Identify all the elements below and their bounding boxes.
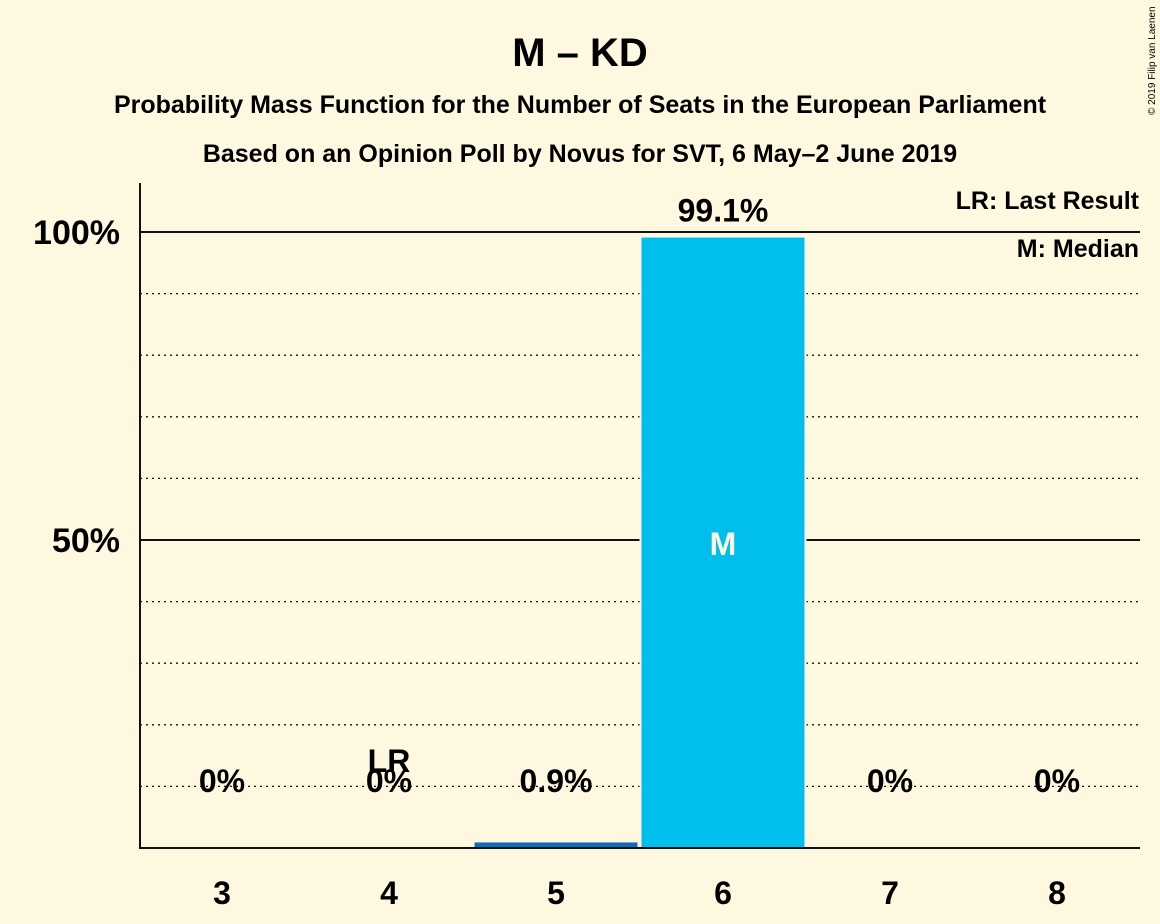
bar-5 — [474, 842, 638, 848]
chart-subtitle: Probability Mass Function for the Number… — [114, 91, 1047, 119]
x-tick-label: 7 — [881, 875, 899, 911]
bars-layer — [474, 235, 807, 848]
chart-title: M – KD — [512, 31, 648, 75]
last-result-marker: LR — [368, 743, 411, 779]
bar-value-label: 0.9% — [520, 763, 593, 799]
bar-value-label: 0% — [199, 763, 245, 799]
bar-value-label: 0% — [366, 763, 412, 799]
bar-value-label: 99.1% — [678, 193, 769, 229]
bar-value-label: 0% — [867, 763, 913, 799]
y-tick-label: 50% — [52, 522, 120, 560]
x-tick-label: 4 — [380, 875, 398, 911]
x-tick-label: 8 — [1048, 875, 1066, 911]
chart-subtitle-poll: Based on an Opinion Poll by Novus for SV… — [203, 140, 957, 168]
y-tick-label: 100% — [33, 214, 120, 252]
grid-layer: 50% 100% — [33, 214, 1140, 788]
bar-6 — [641, 237, 805, 848]
legend-median: M: Median — [1017, 235, 1139, 263]
copyright-notice: © 2019 Filip van Laenen — [1147, 6, 1158, 115]
bar-value-label: 0% — [1034, 763, 1080, 799]
legend-last-result: LR: Last Result — [956, 187, 1140, 215]
x-tick-label: 3 — [213, 875, 231, 911]
x-tick-label: 6 — [714, 875, 732, 911]
labels-layer: 0% 3 0% 4 LR 0.9% 5 99.1% 6 M 0% 7 0% 8 — [199, 193, 1080, 911]
x-tick-label: 5 — [547, 875, 565, 911]
median-marker: M — [710, 526, 737, 562]
